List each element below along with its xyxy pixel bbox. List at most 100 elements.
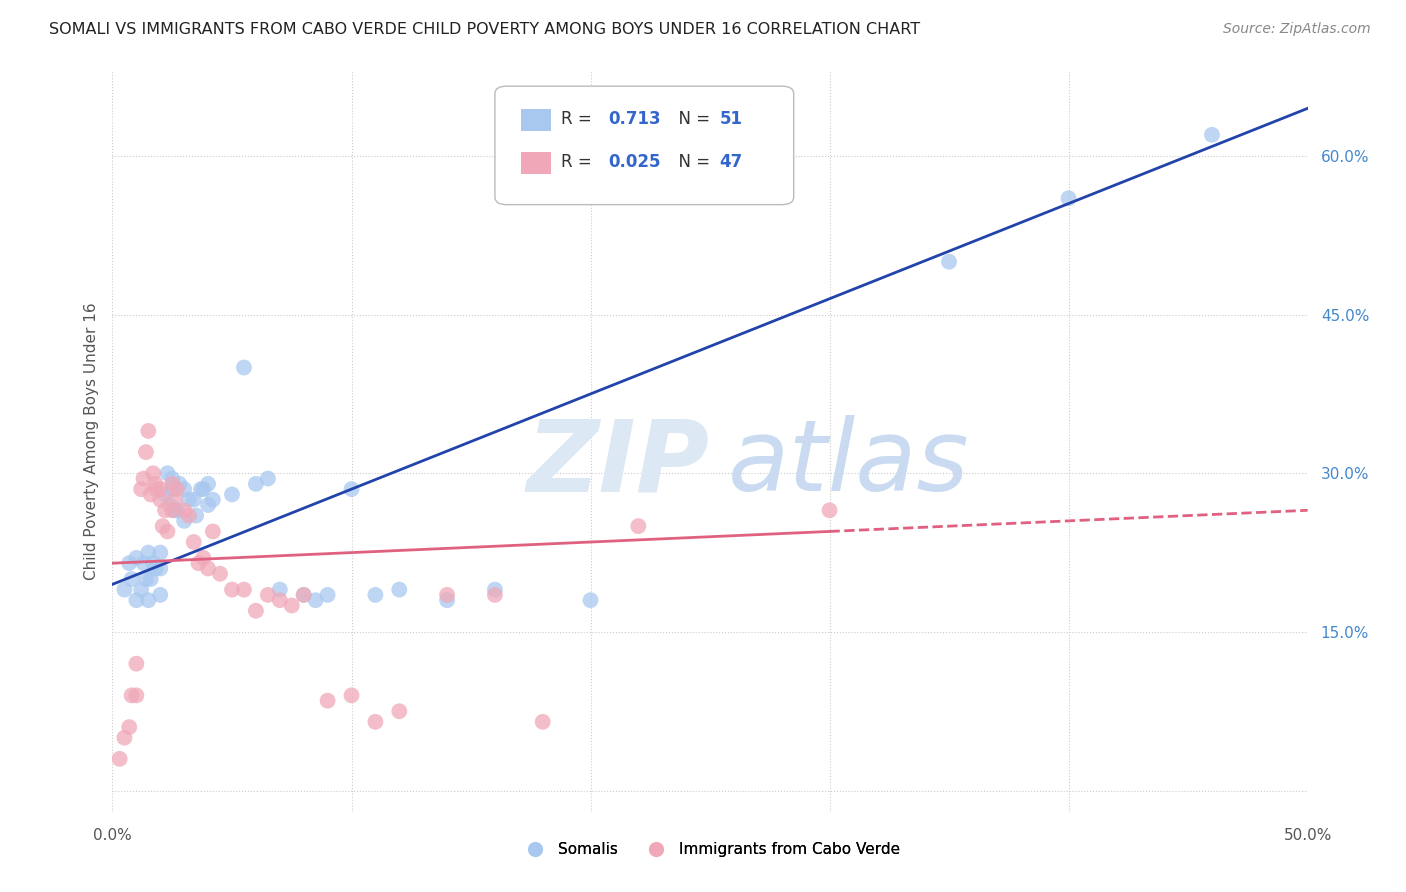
Point [149, 561, 172, 575]
Point [108, 752, 131, 766]
Point [364, 714, 387, 729]
Point [388, 704, 411, 718]
Text: 0.713: 0.713 [609, 111, 661, 128]
Point [187, 556, 209, 570]
Point [132, 556, 155, 570]
Point [156, 524, 179, 539]
Point [162, 482, 183, 496]
Point [153, 503, 176, 517]
Point [173, 514, 195, 528]
Point [364, 588, 387, 602]
Y-axis label: Child Poverty Among Boys Under 16: Child Poverty Among Boys Under 16 [83, 302, 98, 581]
Point [221, 582, 243, 597]
Point [138, 546, 160, 560]
Point [114, 582, 135, 597]
Point [114, 731, 135, 745]
Point [132, 472, 155, 486]
Point [627, 519, 650, 533]
Point [197, 476, 219, 491]
Point [142, 556, 165, 570]
Point [142, 467, 165, 481]
Point [159, 498, 181, 512]
Point [121, 572, 143, 586]
Point [138, 593, 160, 607]
Point [436, 588, 458, 602]
Point [139, 487, 162, 501]
Point [316, 588, 339, 602]
Point [125, 657, 148, 671]
Point [121, 689, 143, 703]
Text: R =: R = [561, 111, 596, 128]
Point [201, 492, 224, 507]
FancyBboxPatch shape [495, 87, 794, 204]
Point [129, 582, 152, 597]
Text: atlas: atlas [728, 416, 970, 512]
Point [245, 604, 267, 618]
Point [197, 561, 219, 575]
Text: R =: R = [561, 153, 596, 171]
Point [149, 588, 172, 602]
Point [340, 482, 363, 496]
Point [221, 487, 243, 501]
Text: SOMALI VS IMMIGRANTS FROM CABO VERDE CHILD POVERTY AMONG BOYS UNDER 16 CORRELATI: SOMALI VS IMMIGRANTS FROM CABO VERDE CHI… [49, 22, 921, 37]
Point [162, 503, 183, 517]
Point [269, 582, 291, 597]
Legend: Somalis, Immigrants from Cabo Verde: Somalis, Immigrants from Cabo Verde [513, 836, 907, 863]
Point [340, 689, 363, 703]
Point [163, 503, 186, 517]
Point [118, 556, 141, 570]
Point [153, 487, 176, 501]
Point [173, 482, 195, 496]
Point [201, 524, 224, 539]
Point [125, 689, 148, 703]
Point [118, 720, 141, 734]
Point [292, 588, 315, 602]
Point [938, 254, 960, 268]
Point [292, 588, 315, 602]
Point [125, 593, 148, 607]
Point [233, 360, 256, 375]
Point [156, 467, 179, 481]
Point [245, 476, 267, 491]
Text: ZIP: ZIP [527, 416, 710, 512]
FancyBboxPatch shape [522, 152, 551, 174]
Point [197, 498, 219, 512]
Point [193, 482, 215, 496]
Point [135, 572, 157, 586]
Text: Source: ZipAtlas.com: Source: ZipAtlas.com [1223, 22, 1371, 37]
Text: 47: 47 [720, 153, 742, 171]
Point [145, 482, 167, 496]
Point [818, 503, 841, 517]
Point [305, 593, 328, 607]
Point [531, 714, 554, 729]
Point [186, 508, 208, 523]
Point [177, 508, 200, 523]
Point [177, 492, 200, 507]
Point [484, 582, 506, 597]
Point [209, 566, 232, 581]
Point [125, 550, 148, 565]
Point [388, 582, 411, 597]
Point [183, 492, 205, 507]
Point [149, 546, 172, 560]
Point [149, 482, 172, 496]
Point [1201, 128, 1223, 142]
Point [281, 599, 304, 613]
Point [173, 503, 195, 517]
Point [162, 472, 183, 486]
FancyBboxPatch shape [522, 109, 551, 131]
Point [139, 572, 162, 586]
Point [138, 424, 160, 438]
Point [169, 476, 191, 491]
Point [183, 535, 205, 549]
Point [190, 482, 212, 496]
Point [193, 550, 215, 565]
Point [316, 694, 339, 708]
Point [257, 588, 280, 602]
Point [129, 482, 152, 496]
Point [257, 472, 280, 486]
Point [166, 482, 188, 496]
Point [149, 492, 172, 507]
Point [145, 476, 167, 491]
Point [163, 492, 186, 507]
